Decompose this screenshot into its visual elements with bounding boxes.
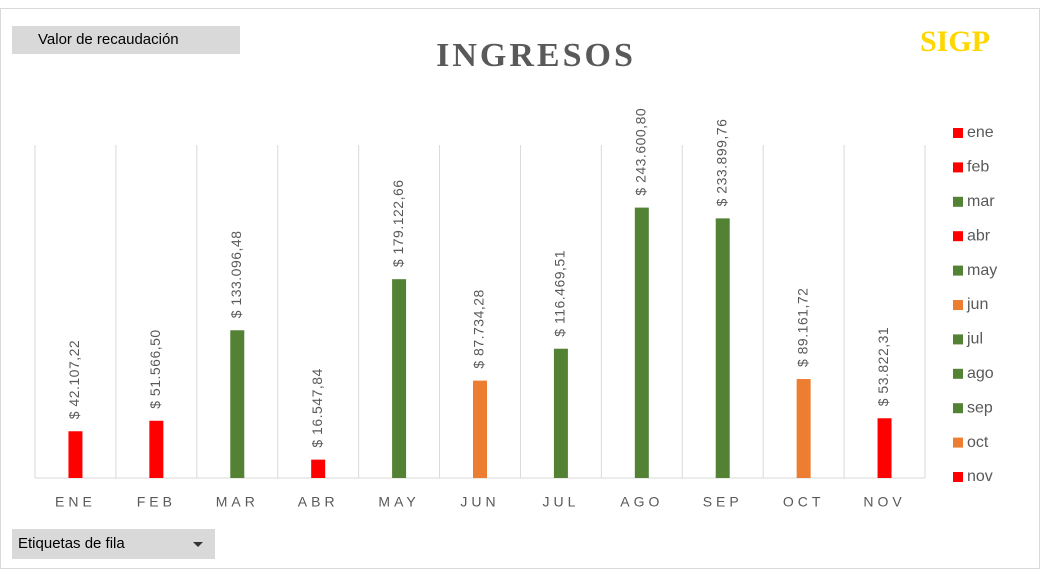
chart-title: INGRESOS <box>436 37 636 74</box>
row-button-label: Etiquetas de fila <box>18 535 125 552</box>
x-tick-label: MAR <box>216 494 259 510</box>
x-tick-label: AGO <box>620 494 663 510</box>
bar <box>311 459 326 478</box>
bar <box>230 330 245 478</box>
legend-swatch <box>953 128 963 138</box>
value-button-label: Valor de recaudación <box>38 31 179 48</box>
data-label: $ 233.899,76 <box>713 119 729 207</box>
legend-label: ene <box>967 124 994 141</box>
x-tick-label: JUN <box>460 494 499 510</box>
data-label: $ 51.566,50 <box>147 329 163 408</box>
legend-label: nov <box>967 468 993 485</box>
x-tick-label: ENE <box>55 494 96 510</box>
bar <box>553 348 568 478</box>
x-tick-label: JUL <box>542 494 579 510</box>
legend-label: jul <box>966 331 983 348</box>
data-label: $ 42.107,22 <box>66 340 82 419</box>
data-label: $ 179.122,66 <box>390 179 406 267</box>
x-tick-label: MAY <box>378 494 419 510</box>
data-label: $ 243.600,80 <box>633 108 649 196</box>
legend-swatch <box>953 265 963 276</box>
bar <box>715 218 730 478</box>
x-tick-label: FEB <box>137 494 176 510</box>
bar <box>634 207 649 478</box>
data-label: $ 133.096,48 <box>228 231 244 319</box>
legend-swatch <box>953 300 963 310</box>
legend-label: oct <box>967 434 989 451</box>
bar <box>149 420 164 478</box>
legend-swatch <box>953 368 963 379</box>
x-tick-label: ABR <box>298 494 339 510</box>
legend-swatch <box>953 437 963 448</box>
value-button[interactable] <box>12 26 240 54</box>
legend-swatch <box>953 196 963 207</box>
legend-swatch <box>953 403 963 414</box>
legend-swatch <box>953 162 963 173</box>
x-tick-label: OCT <box>783 494 825 510</box>
legend-swatch <box>953 334 963 345</box>
logo: SIGP <box>920 25 990 58</box>
bar <box>473 380 487 478</box>
data-label: $ 87.734,28 <box>471 289 487 368</box>
bar <box>392 279 407 478</box>
legend-label: mar <box>967 193 995 210</box>
dropdown-arrow <box>193 542 203 547</box>
legend-label: feb <box>967 159 989 176</box>
data-label: $ 116.469,51 <box>552 250 568 337</box>
legend-swatch <box>953 231 963 242</box>
data-label: $ 89.161,72 <box>794 288 810 367</box>
legend-label: abr <box>967 227 991 244</box>
x-tick-label: NOV <box>863 494 905 510</box>
data-label: $ 53.822,31 <box>875 327 891 406</box>
data-label: $ 16.547,84 <box>309 368 325 447</box>
bar <box>68 431 83 478</box>
legend-label: sep <box>967 399 993 416</box>
legend-swatch <box>953 472 963 482</box>
legend-label: ago <box>967 365 994 382</box>
bar <box>796 379 811 478</box>
legend-label: may <box>967 262 997 279</box>
legend-label: jun <box>966 296 988 313</box>
bar <box>877 418 892 478</box>
x-tick-label: SEP <box>703 494 743 510</box>
row-button[interactable] <box>12 529 215 559</box>
